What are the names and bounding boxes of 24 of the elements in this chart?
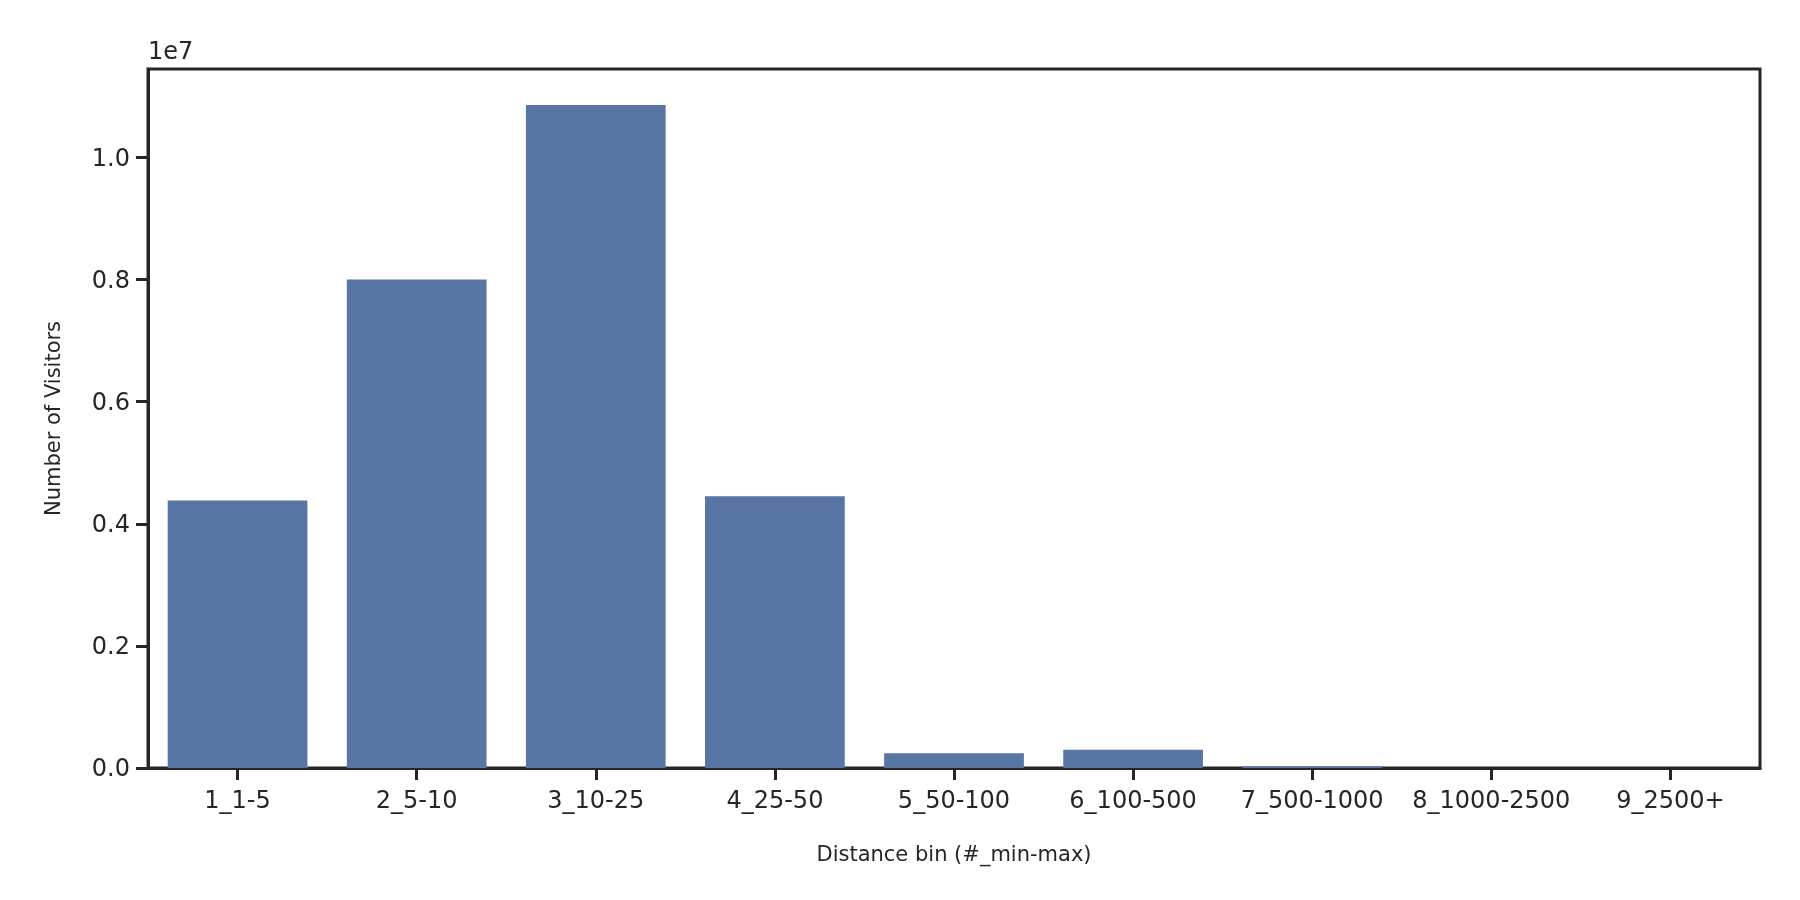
- x-tick-label: 1_1-5: [204, 786, 271, 814]
- bar: [167, 500, 308, 768]
- bar: [705, 496, 845, 768]
- x-tick-label: 3_10-25: [547, 786, 645, 814]
- y-tick-label: 0.0: [91, 754, 130, 782]
- y-tick-label: 0.6: [91, 387, 130, 416]
- y-tick-label: 0.2: [91, 631, 130, 660]
- bar: [346, 279, 487, 768]
- x-tick-label: 2_5-10: [375, 786, 458, 814]
- bar: [884, 753, 1024, 768]
- x-tick-label: 8_1000-2500: [1412, 786, 1571, 814]
- text: 1e7: [148, 37, 194, 65]
- bar: [1063, 749, 1203, 768]
- x-tick-label: 5_50-100: [897, 786, 1011, 814]
- x-tick-label: 6_100-500: [1069, 786, 1197, 814]
- x-tick-label: 9_2500+: [1616, 786, 1725, 814]
- y-tick-label: 0.8: [91, 265, 130, 294]
- x-axis-title: Distance bin (#_min-max): [816, 841, 1092, 867]
- y-tick-label: 1.0: [91, 143, 130, 172]
- bar: [525, 105, 666, 768]
- x-tick-label: 4_25-50: [726, 786, 824, 814]
- y-axis-title: Number of Visitors: [40, 320, 65, 517]
- y-tick-label: 0.4: [91, 509, 130, 538]
- x-tick-label: 7_500-1000: [1240, 786, 1384, 814]
